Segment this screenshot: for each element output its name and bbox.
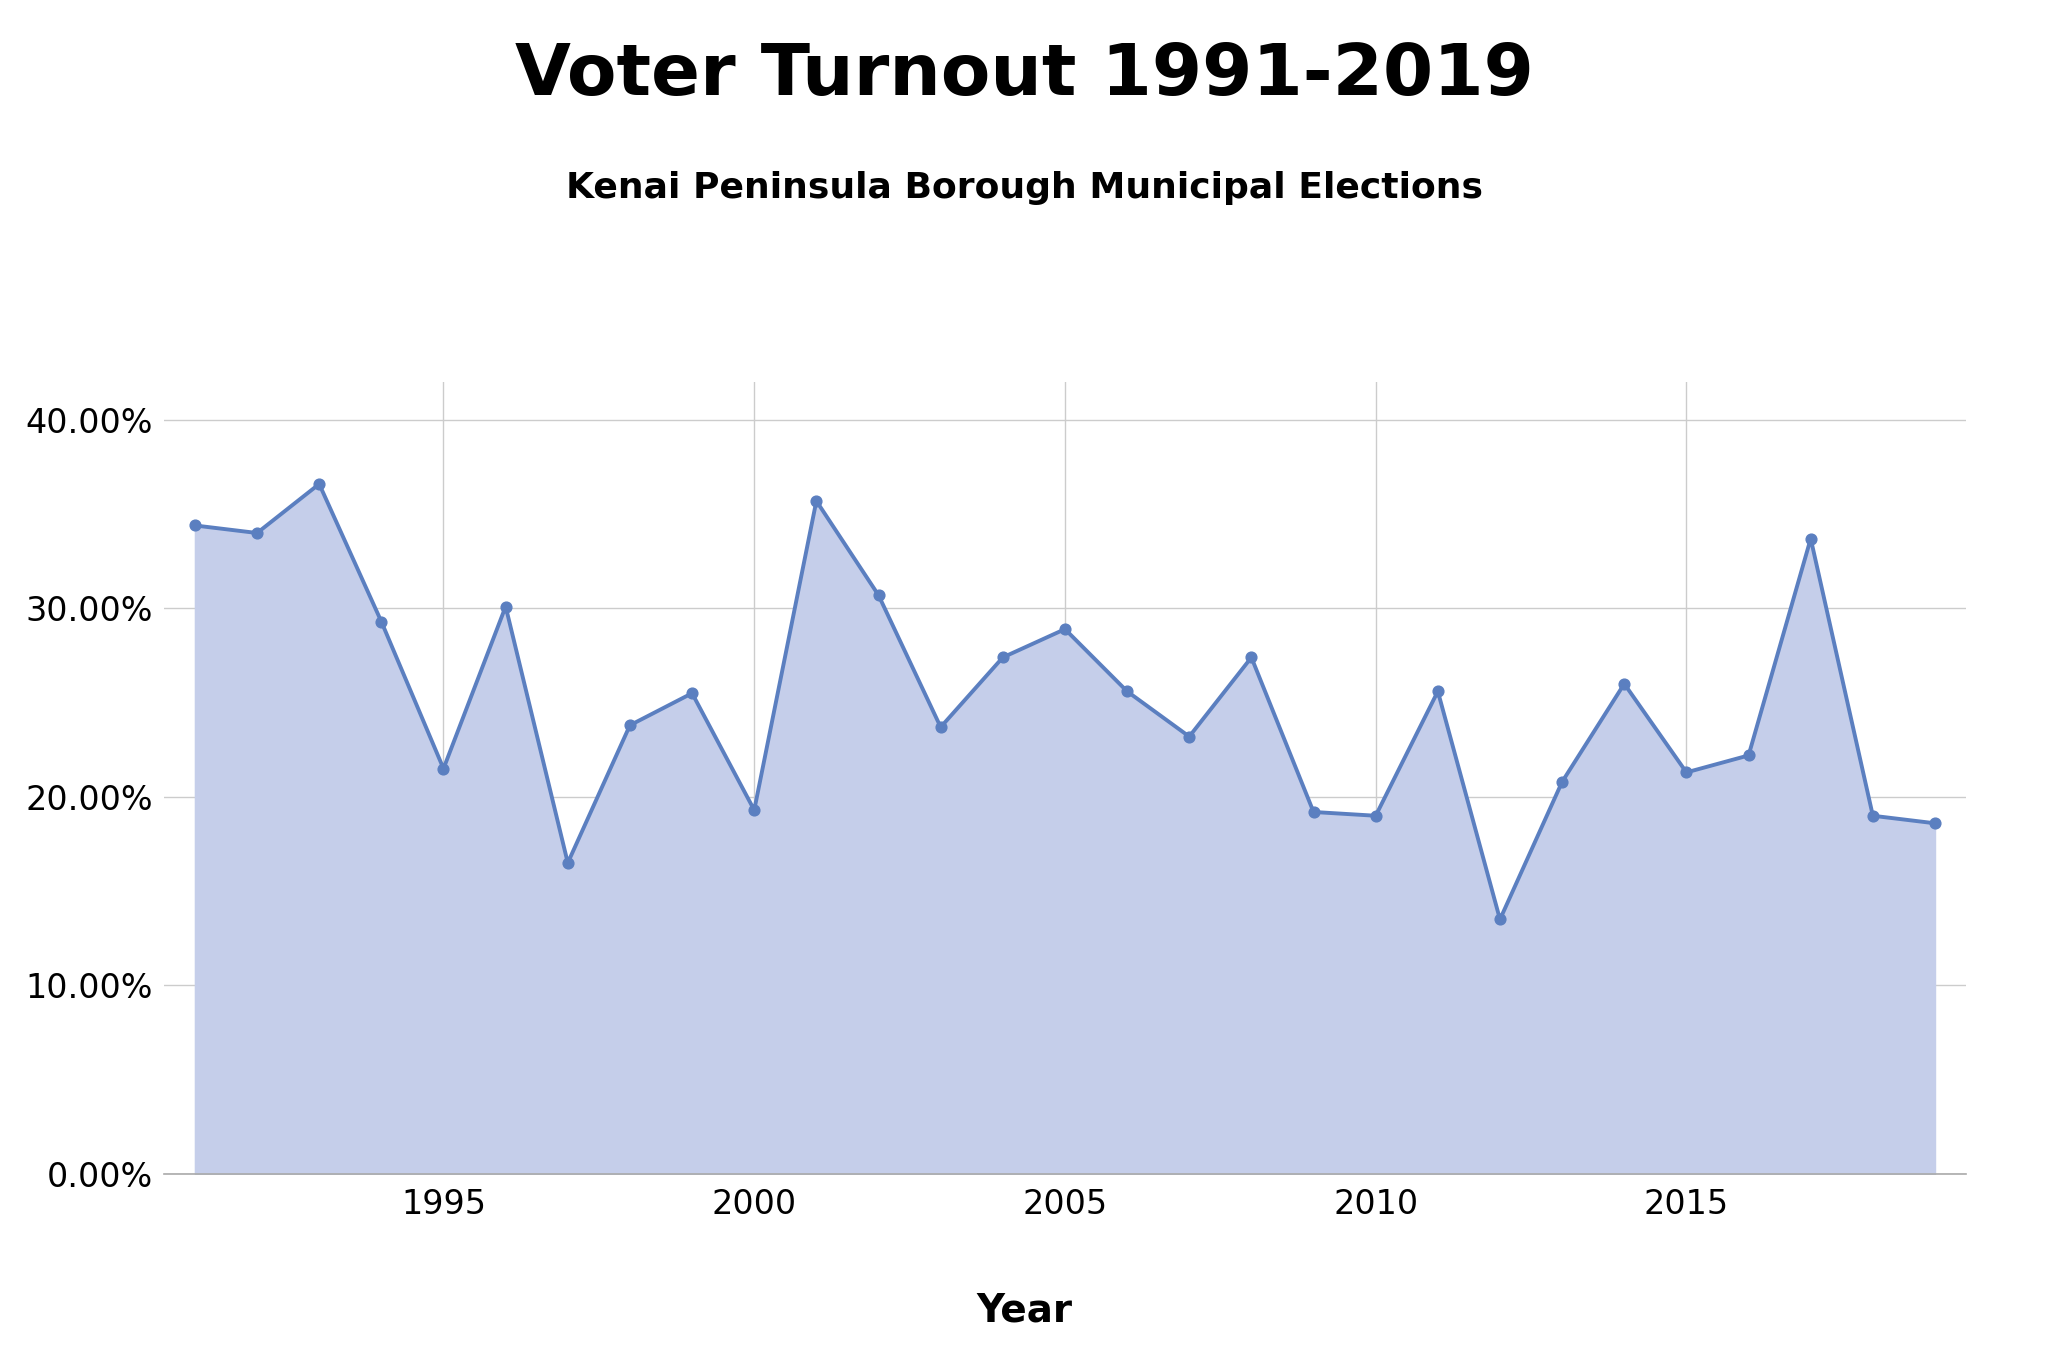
Point	[1919, 812, 1952, 834]
Point	[489, 595, 522, 617]
Point	[428, 758, 461, 779]
Point	[1483, 909, 1516, 931]
Point	[1360, 805, 1393, 827]
Point	[1110, 680, 1143, 702]
Point	[1174, 726, 1206, 748]
Text: Kenai Peninsula Borough Municipal Elections: Kenai Peninsula Borough Municipal Electi…	[565, 171, 1483, 205]
Point	[1049, 618, 1081, 640]
Point	[1855, 805, 1888, 827]
Point	[1794, 528, 1827, 550]
Point	[614, 714, 647, 736]
Point	[1546, 771, 1579, 793]
Point	[1733, 744, 1765, 766]
Point	[1608, 673, 1640, 695]
Point	[303, 474, 336, 495]
Point	[178, 515, 211, 536]
Point	[737, 799, 770, 820]
Point	[1235, 647, 1268, 669]
Point	[862, 584, 895, 606]
Point	[1421, 680, 1454, 702]
Point	[365, 610, 397, 632]
Point	[676, 682, 709, 704]
Point	[924, 717, 956, 738]
Point	[1296, 801, 1329, 823]
Point	[987, 647, 1020, 669]
Text: Voter Turnout 1991-2019: Voter Turnout 1991-2019	[514, 41, 1534, 111]
Point	[551, 852, 584, 874]
Point	[801, 490, 834, 512]
Point	[1669, 762, 1702, 784]
Text: Year: Year	[977, 1291, 1071, 1330]
Point	[242, 521, 274, 543]
